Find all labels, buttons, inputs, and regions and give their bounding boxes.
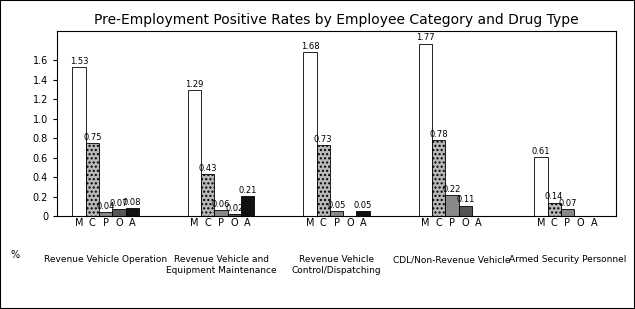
Text: 1.29: 1.29 bbox=[185, 80, 204, 89]
Bar bbox=[547, 203, 561, 216]
Bar bbox=[215, 210, 228, 216]
Text: Revenue Vehicle Operation: Revenue Vehicle Operation bbox=[44, 255, 167, 264]
Bar bbox=[432, 140, 445, 216]
Text: 0.08: 0.08 bbox=[123, 198, 142, 207]
Text: 0.07: 0.07 bbox=[110, 199, 128, 208]
Text: %: % bbox=[11, 250, 20, 260]
Bar bbox=[112, 210, 126, 216]
Title: Pre-Employment Positive Rates by Employee Category and Drug Type: Pre-Employment Positive Rates by Employe… bbox=[94, 13, 579, 27]
Text: 0.05: 0.05 bbox=[354, 201, 372, 210]
Text: CDL/Non-Revenue Vehicle: CDL/Non-Revenue Vehicle bbox=[393, 255, 511, 264]
Bar bbox=[188, 91, 201, 216]
Bar bbox=[99, 212, 112, 216]
Bar bbox=[201, 174, 215, 216]
Text: 0.78: 0.78 bbox=[429, 130, 448, 139]
Bar bbox=[419, 44, 432, 216]
Bar bbox=[356, 211, 370, 216]
Text: 0.06: 0.06 bbox=[212, 200, 231, 209]
Bar bbox=[561, 210, 574, 216]
Text: 0.11: 0.11 bbox=[456, 195, 474, 204]
Text: 0.14: 0.14 bbox=[545, 193, 563, 201]
Text: 0.43: 0.43 bbox=[199, 164, 217, 173]
Bar bbox=[126, 209, 139, 216]
Text: 0.04: 0.04 bbox=[97, 202, 115, 211]
Bar bbox=[445, 195, 458, 216]
Text: 0.02: 0.02 bbox=[225, 204, 244, 213]
Text: 0.61: 0.61 bbox=[531, 146, 550, 156]
Text: 1.77: 1.77 bbox=[416, 33, 435, 42]
Bar bbox=[241, 196, 254, 216]
Text: 0.22: 0.22 bbox=[443, 185, 461, 194]
Text: Armed Security Personnel: Armed Security Personnel bbox=[509, 255, 626, 264]
Bar bbox=[330, 211, 343, 216]
Text: 0.75: 0.75 bbox=[83, 133, 102, 142]
Text: 0.73: 0.73 bbox=[314, 135, 333, 144]
Text: Revenue Vehicle
Control/Dispatching: Revenue Vehicle Control/Dispatching bbox=[291, 255, 382, 275]
Text: Revenue Vehicle and
Equipment Maintenance: Revenue Vehicle and Equipment Maintenanc… bbox=[166, 255, 276, 275]
Bar bbox=[228, 214, 241, 216]
Text: 1.68: 1.68 bbox=[301, 42, 319, 51]
Bar bbox=[304, 52, 317, 216]
Bar bbox=[458, 205, 472, 216]
Text: 1.53: 1.53 bbox=[70, 57, 88, 66]
Text: 0.05: 0.05 bbox=[328, 201, 345, 210]
Text: 0.21: 0.21 bbox=[239, 186, 257, 195]
Bar bbox=[72, 67, 86, 216]
Bar bbox=[317, 145, 330, 216]
Text: 0.07: 0.07 bbox=[558, 199, 577, 208]
Bar bbox=[86, 143, 99, 216]
Bar bbox=[534, 157, 547, 216]
